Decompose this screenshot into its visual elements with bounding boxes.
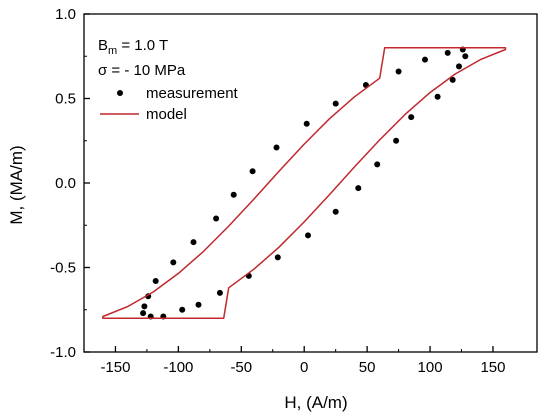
x-axis-label: H, (A/m): [284, 393, 347, 412]
x-tick-label: 50: [359, 359, 376, 376]
legend-label-measurement: measurement: [146, 85, 239, 102]
measurement-point: [230, 191, 237, 198]
b-annotation: Bm = 1.0 T: [98, 37, 168, 57]
measurement-point: [462, 53, 469, 60]
x-tick-label: -50: [230, 359, 252, 376]
y-axis-label: M, (MA/m): [7, 145, 26, 224]
x-tick-label: 0: [300, 359, 308, 376]
measurement-point: [355, 185, 362, 192]
measurement-point: [141, 303, 148, 310]
measurement-point: [395, 68, 402, 75]
y-tick-label: 1.0: [55, 6, 76, 23]
measurement-point: [249, 168, 256, 175]
measurement-point: [444, 49, 451, 56]
b-value: = 1.0 T: [117, 37, 168, 54]
x-tick-label: 150: [480, 359, 505, 376]
measurement-point: [305, 232, 311, 239]
measurement-point: [179, 306, 186, 313]
measurement-point: [332, 100, 339, 107]
y-tick-label: 0.5: [55, 91, 76, 108]
measurement-point: [170, 259, 177, 266]
b-subscript: m: [108, 45, 117, 57]
measurement-point: [213, 215, 220, 222]
sigma-symbol: σ: [98, 62, 108, 79]
measurement-point: [195, 301, 202, 308]
sigma-annotation: σ = - 10 MPa: [98, 62, 186, 79]
measurement-point: [274, 254, 281, 261]
legend-marker-measurement: [117, 90, 123, 96]
measurement-point: [449, 76, 456, 83]
x-tick-label: -150: [100, 359, 130, 376]
tick-layer: -150 -100 -50 0 50 100 150 -1.0 -0.5 0.0 0.5 1.0: [50, 6, 505, 376]
measurement-point: [374, 161, 381, 168]
measurement-point: [152, 278, 159, 284]
measurement-point: [190, 239, 197, 246]
legend: Bm = 1.0 T σ = - 10 MPa measurement mode…: [98, 37, 239, 123]
measurement-point: [393, 137, 400, 144]
x-tick-label: 100: [418, 359, 443, 376]
measurement-point: [332, 208, 339, 215]
y-tick-label: -1.0: [50, 344, 76, 361]
b-symbol: B: [98, 37, 108, 54]
measurement-point: [216, 289, 223, 296]
measurement-point: [408, 114, 415, 121]
measurement-point: [456, 63, 462, 70]
measurement-point: [434, 93, 441, 100]
series-layer: [102, 46, 507, 320]
measurement-point: [273, 144, 280, 151]
legend-label-model: model: [146, 106, 187, 123]
sigma-value: = - 10 MPa: [107, 62, 186, 79]
measurement-point: [422, 56, 428, 63]
y-tick-label: -0.5: [50, 260, 76, 277]
model-curve: [102, 47, 507, 319]
y-tick-label: 0.0: [55, 175, 76, 192]
measurement-point: [303, 120, 310, 127]
x-tick-label: -100: [163, 359, 193, 376]
measurement-point: [140, 310, 147, 317]
